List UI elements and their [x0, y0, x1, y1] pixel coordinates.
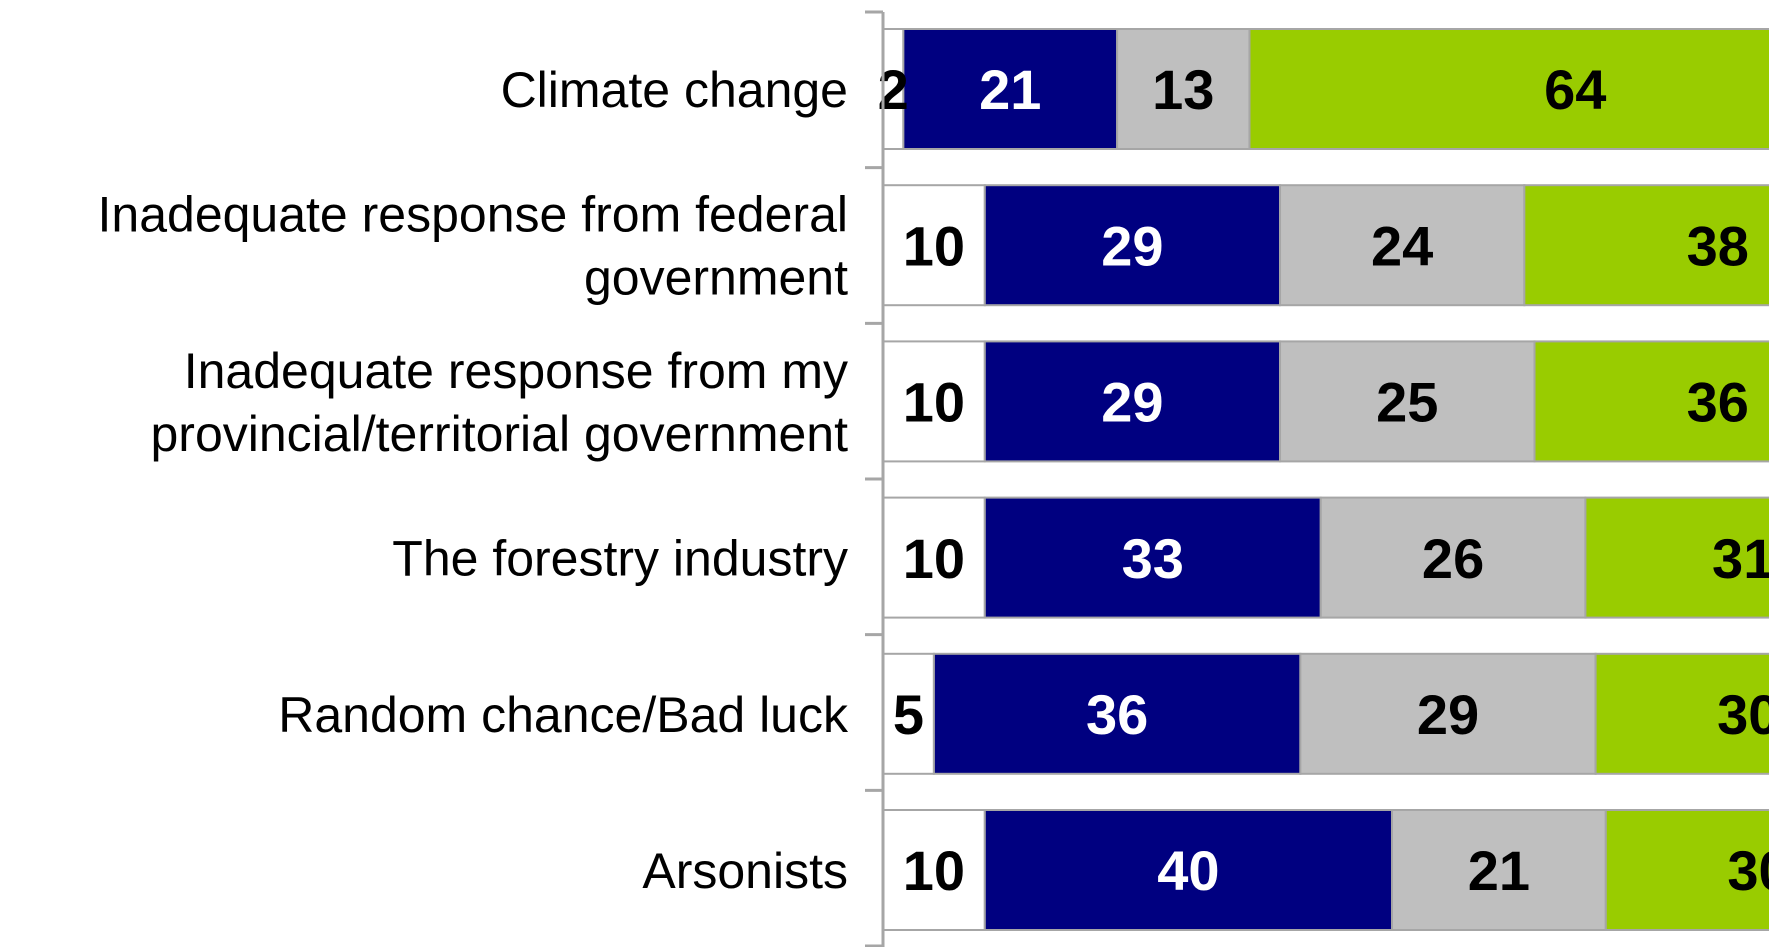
data-label: 30 — [1717, 683, 1769, 746]
bar-segment — [1533, 340, 1769, 463]
data-label: 5 — [893, 683, 924, 746]
data-label: 33 — [1122, 527, 1184, 590]
data-label: 10 — [903, 214, 965, 277]
data-label: 64 — [1544, 58, 1606, 121]
data-label: 29 — [1101, 371, 1163, 434]
data-label: 10 — [903, 371, 965, 434]
data-label: 24 — [1371, 214, 1433, 277]
data-label: 36 — [1687, 371, 1749, 434]
bar-segment — [882, 809, 986, 931]
bar-segment — [932, 652, 1302, 775]
bar-segment — [983, 184, 1282, 307]
data-label: 40 — [1157, 839, 1219, 902]
bar-segment — [1594, 652, 1769, 775]
bar-segment — [1319, 496, 1587, 619]
bar-segment — [1604, 809, 1769, 931]
category-label: Random chance/Bad luck — [278, 687, 849, 743]
data-label: 31 — [1712, 527, 1769, 590]
bar-segment — [1116, 28, 1251, 150]
data-label: 36 — [1086, 683, 1148, 746]
data-label: 30 — [1727, 839, 1769, 902]
data-label: 10 — [903, 527, 965, 590]
data-label: 29 — [1417, 683, 1479, 746]
category-label: Arsonists — [642, 843, 848, 899]
data-label: 21 — [979, 58, 1041, 121]
bar-segment — [882, 184, 986, 307]
category-label: Inadequate response from federal governme… — [98, 187, 849, 306]
bars-layer — [882, 28, 1769, 931]
bar-segment — [1584, 496, 1769, 619]
category-labels-layer: Climate change Inadequate response from f… — [98, 62, 849, 899]
data-label: 26 — [1422, 527, 1484, 590]
bar-segment — [1279, 184, 1526, 307]
category-label: Climate change — [501, 62, 848, 118]
bar-segment — [882, 340, 986, 463]
bar-segment — [1523, 184, 1769, 307]
y-axis — [865, 10, 885, 948]
data-label: 29 — [1101, 214, 1163, 277]
data-label: 10 — [903, 839, 965, 902]
data-label: 25 — [1376, 371, 1438, 434]
category-label: The forestry industry — [392, 531, 848, 587]
bar-segment — [882, 652, 935, 775]
bar-segment — [882, 496, 986, 619]
data-label: 38 — [1687, 214, 1749, 277]
data-label: 21 — [1468, 839, 1530, 902]
data-label: 13 — [1152, 58, 1214, 121]
bar-segment — [1248, 28, 1769, 150]
bar-segment — [983, 496, 1322, 619]
bar-segment — [1299, 652, 1597, 775]
bar-segment — [902, 28, 1119, 150]
category-label: Inadequate response from my provincial/te… — [150, 343, 848, 462]
